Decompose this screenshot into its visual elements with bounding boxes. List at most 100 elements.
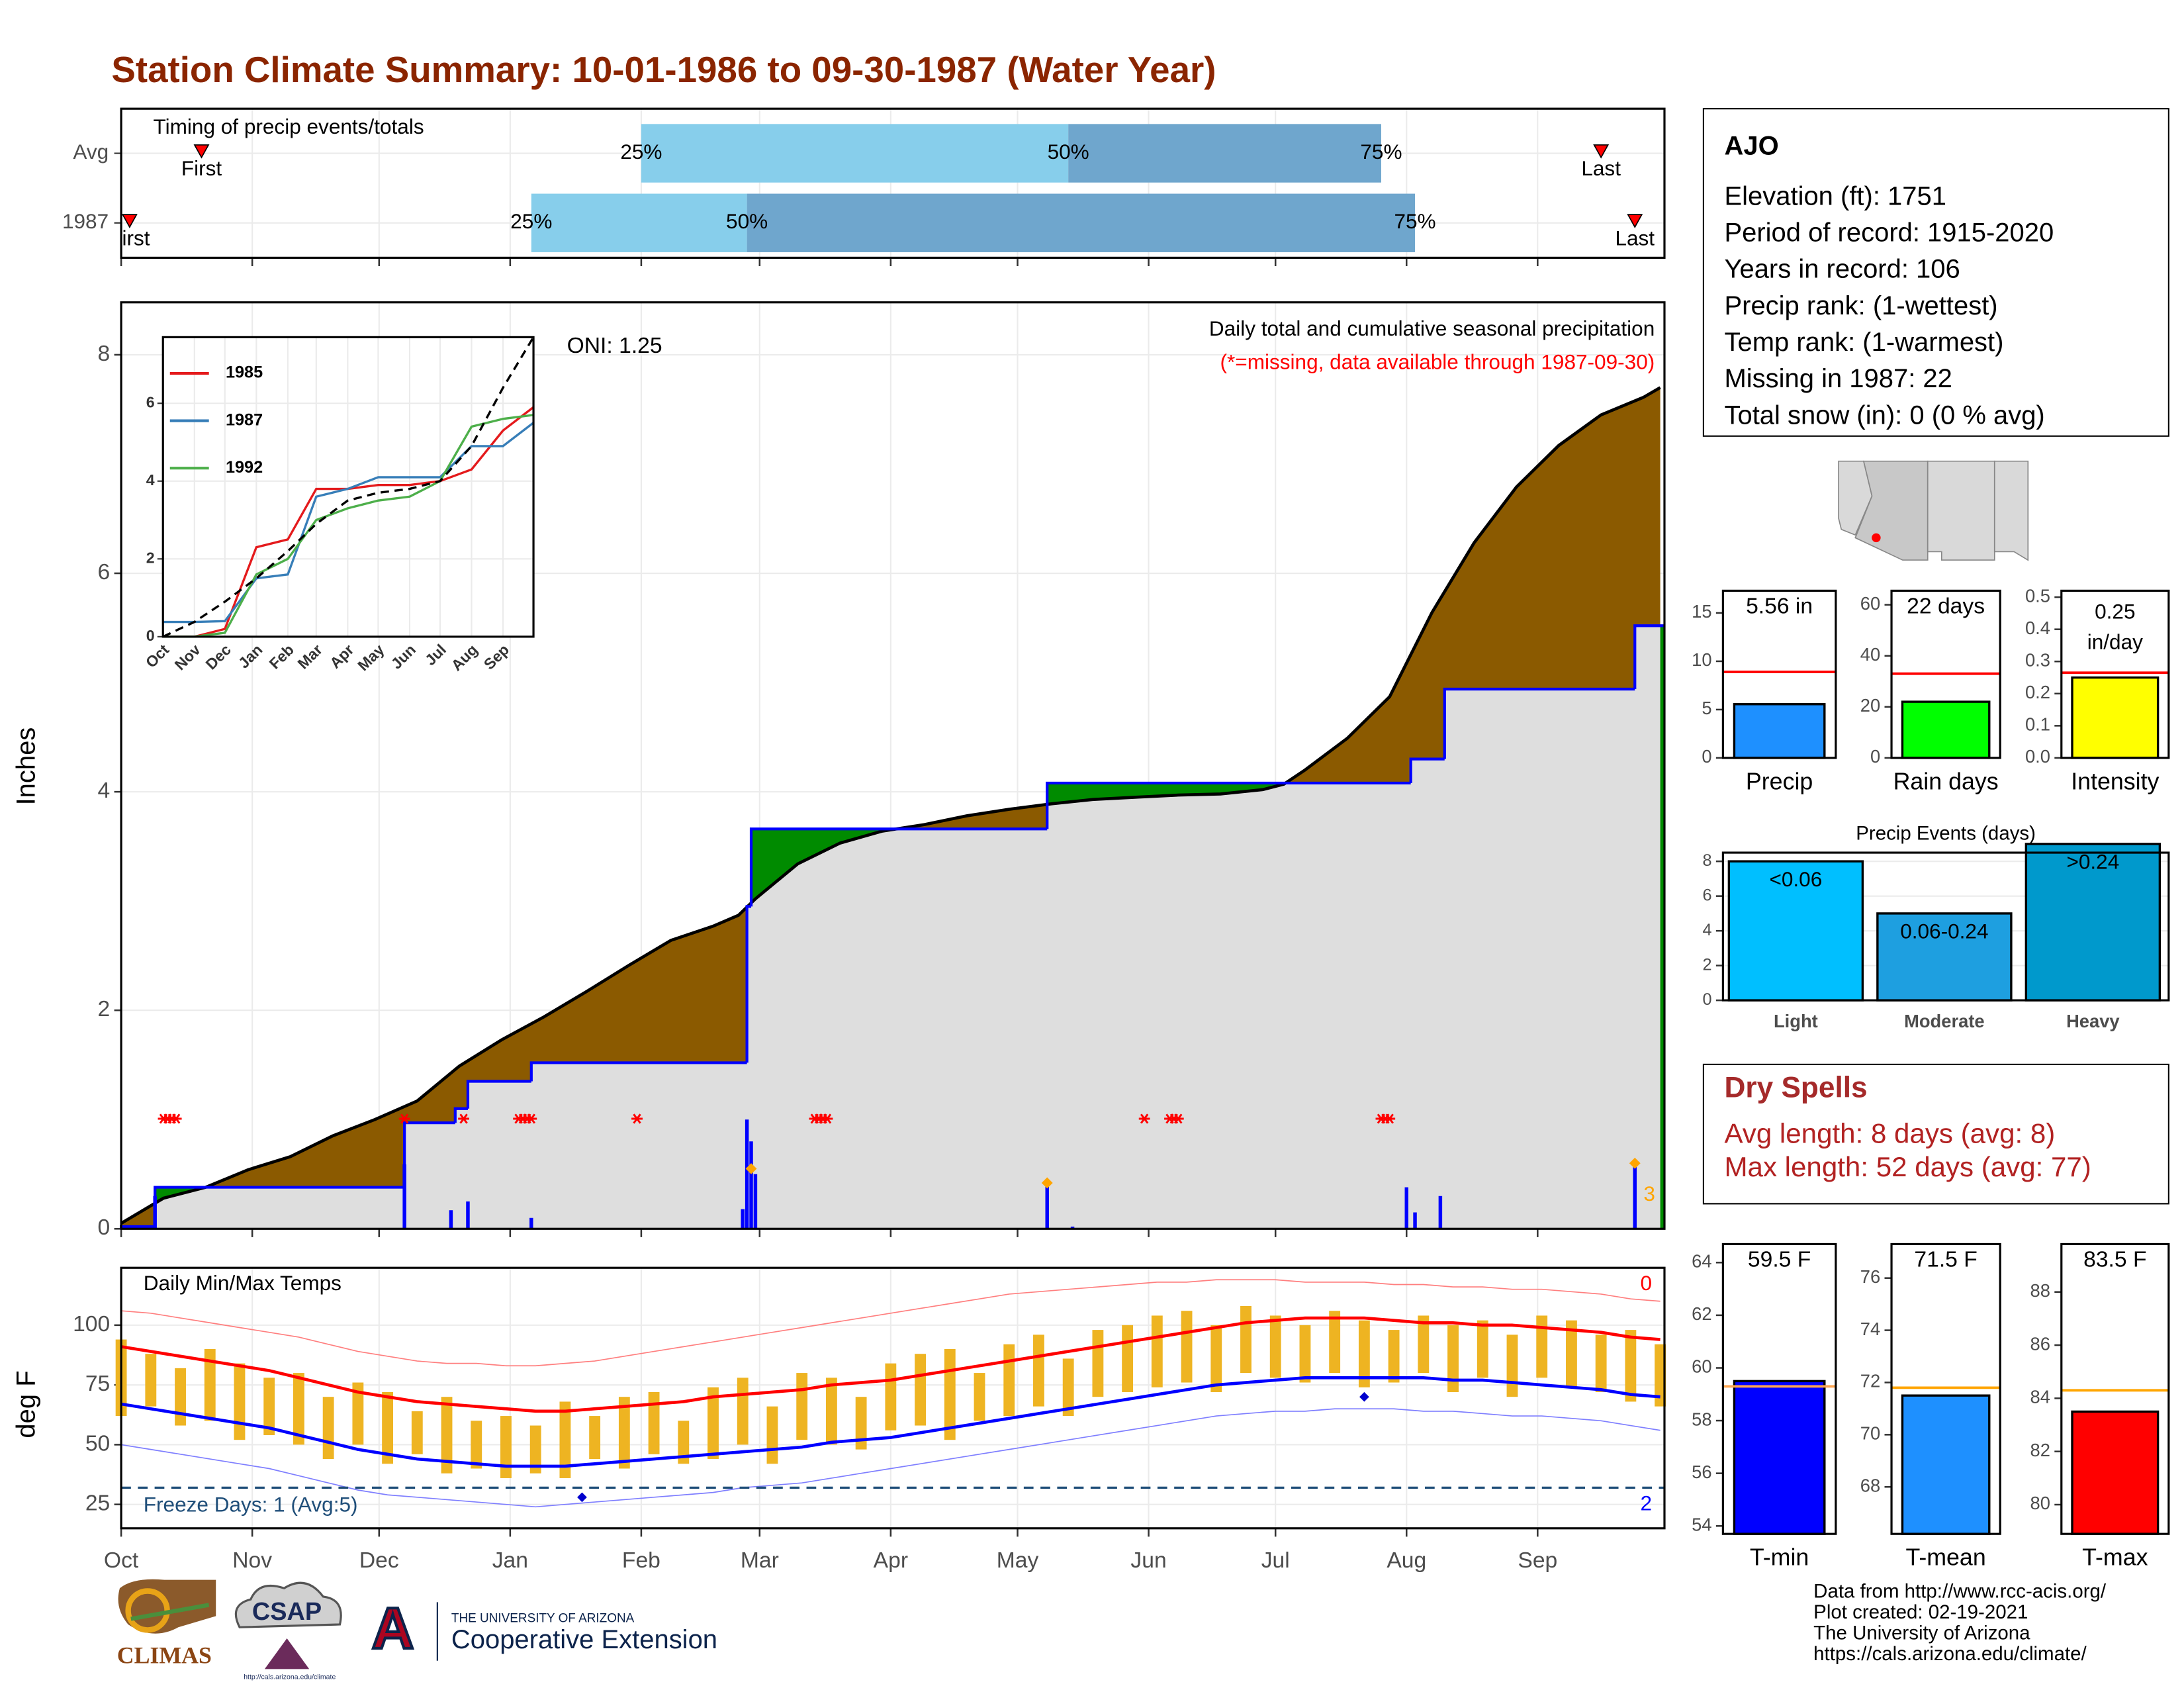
percent-label: 50% <box>726 209 768 233</box>
category-label: Precip <box>1746 768 1813 794</box>
observed-step <box>466 1080 531 1109</box>
x-tick-label: Oct <box>104 1548 139 1573</box>
locator-map <box>1838 460 2029 561</box>
timing-bar <box>1068 124 1381 183</box>
bar-panel-frame <box>1890 589 2001 759</box>
temp-range-bar <box>766 1406 778 1464</box>
y-axis-label: deg F <box>12 1370 41 1438</box>
y-tick-label: 4 <box>146 471 155 489</box>
daily-precip-bar <box>529 1217 533 1229</box>
legend-label: 1987 <box>226 410 263 429</box>
y-tick-label: 25 <box>85 1491 110 1516</box>
timing-marker <box>121 214 138 228</box>
extreme-marker <box>1629 1157 1641 1169</box>
bar-panel-frame <box>1721 589 1837 759</box>
y-tick-label: 72 <box>1860 1371 1880 1391</box>
y-tick-label: 0 <box>1870 746 1880 767</box>
bar-panel-frame <box>1721 851 2170 1002</box>
avg-max-line <box>120 1316 1661 1413</box>
temp-range-bar <box>471 1421 482 1469</box>
observed-step <box>749 827 1048 907</box>
timing-layer: 25% 50% 75% First Last 25% 50% 75% First Last <box>121 124 1664 252</box>
temp-range-bar <box>1122 1325 1134 1392</box>
category-label: T-max <box>2082 1544 2148 1571</box>
y-tick-label: 100 <box>73 1312 110 1336</box>
temp-range-bar <box>1210 1325 1222 1392</box>
y-tick-label: 0.2 <box>2025 682 2050 702</box>
y-tick-label: 8 <box>98 342 111 366</box>
observed-step <box>1409 757 1445 783</box>
value-label: 0.25 <box>2095 599 2135 623</box>
daily-precip-bar <box>449 1210 453 1229</box>
y-tick-label: 60 <box>1692 1356 1711 1377</box>
y-tick-label: 0.1 <box>2025 714 2050 735</box>
y-tick-label: 56 <box>1692 1462 1711 1482</box>
station-box <box>1702 108 2169 437</box>
timing-bar <box>531 193 747 252</box>
temp-range-bar <box>1477 1320 1488 1378</box>
temp-range-bar <box>352 1382 364 1445</box>
daily-precip-bar <box>466 1201 470 1229</box>
bar <box>1901 700 1991 759</box>
daily-precip-bar <box>1438 1196 1443 1229</box>
value-label: >0.24 <box>2066 850 2119 874</box>
x-tick-label: Jul <box>1261 1548 1290 1573</box>
inset-line <box>163 414 534 638</box>
temp-range-bar <box>648 1391 660 1454</box>
bar-chart-title: Precip Events (days) <box>1856 822 2036 844</box>
daily-precip-bar <box>153 1196 157 1229</box>
y-tick-label: 0.3 <box>2025 649 2050 670</box>
missing-marker <box>398 1113 410 1124</box>
observed-step <box>1633 624 1664 689</box>
category-label: Rain days <box>1893 768 1999 794</box>
climas-text: CLIMAS <box>117 1642 212 1669</box>
csap-cloud <box>234 1581 342 1628</box>
timing-title: Timing of precip events/totals <box>154 115 424 138</box>
footer-line: The University of Arizona <box>1813 1622 2030 1644</box>
timing-bar <box>641 124 1069 183</box>
temp-range-bar <box>796 1373 808 1440</box>
temp-range-bar <box>1299 1325 1311 1383</box>
temp-range-bar <box>618 1397 630 1469</box>
temp-range-bar <box>737 1378 749 1445</box>
bar <box>1727 860 1864 1002</box>
inset-frame <box>161 336 535 638</box>
temp-range-bar <box>1447 1325 1459 1392</box>
temp-range-bar <box>1329 1311 1341 1374</box>
missing-note: (*=missing, data available through 1987-… <box>1220 350 1655 374</box>
temp-range-bar <box>1418 1315 1430 1374</box>
x-tick-label: Dec <box>359 1548 399 1573</box>
bar <box>1901 1394 1991 1535</box>
temp-range-bar <box>1388 1330 1400 1383</box>
temp-range-bar <box>529 1425 541 1474</box>
map-state <box>1993 460 2029 561</box>
temp-range-bar <box>1595 1335 1607 1392</box>
chart-subtitle: Daily total and cumulative seasonal prec… <box>1209 316 1655 340</box>
percent-label: 75% <box>1394 209 1435 233</box>
missing-marker <box>631 1113 643 1124</box>
x-tick-label: Aug <box>1387 1548 1426 1573</box>
legend-label: 1992 <box>226 458 263 477</box>
dry-spells-title: Dry Spells <box>1724 1072 1867 1104</box>
x-tick-label: Nov <box>232 1548 272 1573</box>
value-label: 71.5 F <box>1914 1248 1977 1272</box>
ua-letter: A <box>372 1595 414 1661</box>
temp-range-bar <box>1655 1344 1666 1407</box>
observed-step <box>1046 781 1411 829</box>
temp-range-bar <box>678 1421 690 1464</box>
y-tick-label: 0.0 <box>2025 746 2050 767</box>
percent-label: 75% <box>1360 140 1402 164</box>
station-line: Temp rank: (1-warmest) <box>1724 328 2003 357</box>
ua-logo: A THE UNIVERSITY OF ARIZONA Cooperative … <box>370 1594 717 1662</box>
y-tick-label: 6 <box>1702 886 1711 904</box>
temp-range-bar <box>322 1397 334 1460</box>
percent-label: 50% <box>1048 140 1089 164</box>
oni-label: ONI: 1.25 <box>567 334 662 358</box>
temp-range-bar <box>974 1373 985 1421</box>
timing-bar <box>747 193 1416 252</box>
ua-name: THE UNIVERSITY OF ARIZONA <box>451 1612 635 1626</box>
y-tick-label: 10 <box>1692 649 1711 670</box>
marker-label: Last <box>1581 156 1621 180</box>
temp-range-bar <box>589 1416 601 1460</box>
